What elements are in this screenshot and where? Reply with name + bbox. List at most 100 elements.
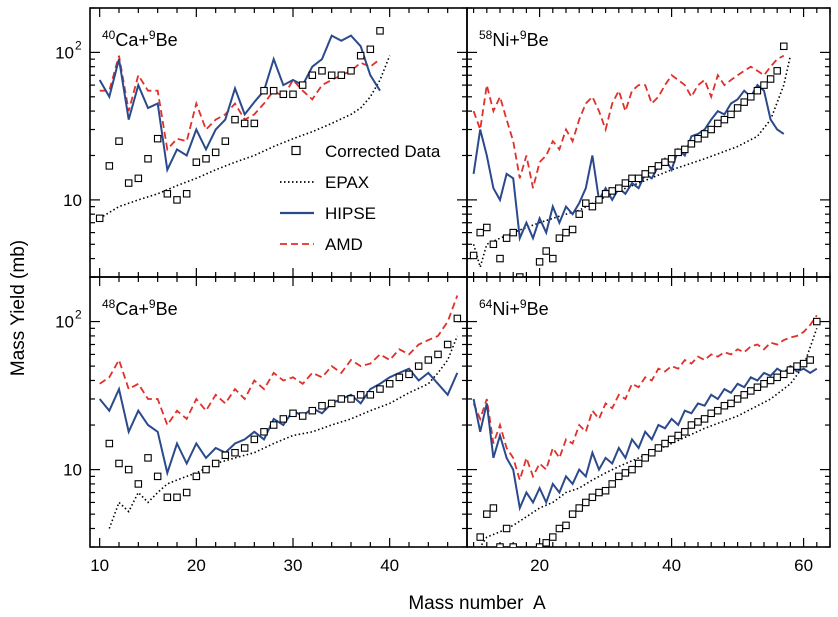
data-point [595, 196, 603, 204]
data-point [269, 421, 278, 429]
plot-area [95, 27, 391, 223]
data-point [337, 395, 346, 403]
x-tick-label: 40 [380, 556, 399, 575]
data-point [687, 421, 696, 429]
data-point [298, 412, 307, 420]
data-point [517, 556, 523, 562]
data-point [674, 431, 682, 440]
x-axis-title: Mass number A [408, 593, 546, 614]
data-point [575, 210, 583, 218]
data-point [661, 158, 669, 166]
data-point [366, 45, 375, 54]
data-point [221, 451, 230, 460]
data-point [733, 395, 742, 403]
data-point [793, 362, 801, 370]
series-epax-line [108, 335, 459, 529]
data-point [694, 418, 702, 426]
series-hipse-line [98, 34, 381, 174]
data-point [707, 409, 715, 418]
data-point [747, 387, 755, 395]
plot-area [472, 314, 821, 583]
data-point [813, 317, 821, 326]
data-point [621, 469, 630, 477]
data-point [202, 465, 210, 474]
data-point [163, 190, 172, 198]
series-amd-line [99, 295, 459, 427]
x-tick-label: 20 [187, 556, 206, 575]
data-point [523, 577, 529, 583]
data-point [773, 373, 781, 382]
panel-ni58: 58Ni+9Be [466, 7, 831, 291]
panel-title: 58Ni+9Be [479, 28, 549, 50]
legend-label: EPAX [325, 173, 369, 192]
data-point [780, 42, 788, 51]
data-point [385, 380, 394, 388]
data-point [562, 521, 570, 530]
data-point [489, 504, 498, 512]
data-point [496, 254, 504, 263]
y-tick-label-exponent: 2 [75, 308, 82, 322]
data-point [681, 428, 689, 436]
data-point [483, 223, 491, 232]
data-point [582, 199, 590, 207]
data-point [700, 415, 709, 423]
legend-label: AMD [325, 235, 363, 254]
data-point [674, 148, 682, 157]
data-point [327, 399, 336, 408]
data-point [530, 278, 536, 284]
data-point [414, 362, 423, 370]
data-point [221, 137, 230, 145]
x-tick-label: 40 [662, 556, 681, 575]
data-point [799, 359, 808, 368]
data-point [318, 67, 326, 75]
data-point [279, 90, 288, 99]
data-point [308, 71, 317, 79]
data-point [356, 391, 365, 399]
data-point [760, 81, 768, 89]
data-point [535, 543, 544, 547]
data-point [608, 480, 616, 488]
data-point [568, 225, 577, 234]
data-point [601, 190, 610, 198]
x-tick-label: 30 [284, 556, 303, 575]
data-point [115, 459, 123, 468]
data-point [753, 383, 762, 391]
x-tick-label: 10 [90, 556, 109, 575]
legend-item-corrected-data: Corrected Data [291, 142, 441, 161]
data-point [549, 254, 557, 263]
data-point [405, 370, 413, 379]
data-point [773, 67, 781, 75]
data-point [760, 380, 768, 388]
data-point [707, 125, 715, 134]
data-point [588, 202, 597, 211]
data-point [523, 285, 529, 291]
data-point [269, 86, 278, 95]
data-point [211, 148, 220, 157]
data-point [124, 465, 133, 474]
data-point [144, 155, 152, 163]
x-tick-label: 20 [530, 556, 549, 575]
data-point [648, 448, 656, 457]
data-point [628, 465, 636, 474]
data-point [124, 179, 133, 187]
data-point [555, 524, 564, 533]
data-point [753, 86, 762, 95]
data-point [182, 190, 191, 198]
data-point [634, 459, 643, 468]
y-tick-label: 10 [63, 461, 82, 480]
data-point [395, 373, 404, 382]
data-point [806, 356, 814, 364]
legend-swatch [291, 145, 301, 156]
y-ticks [90, 7, 468, 278]
data-point [714, 406, 722, 415]
data-point [733, 104, 742, 112]
data-point [681, 145, 689, 154]
series-amd-line [99, 55, 381, 152]
data-point [654, 444, 663, 452]
data-point [740, 98, 748, 106]
data-point [489, 240, 498, 249]
data-point [318, 401, 326, 410]
data-point [153, 472, 162, 481]
data-point [134, 480, 143, 488]
